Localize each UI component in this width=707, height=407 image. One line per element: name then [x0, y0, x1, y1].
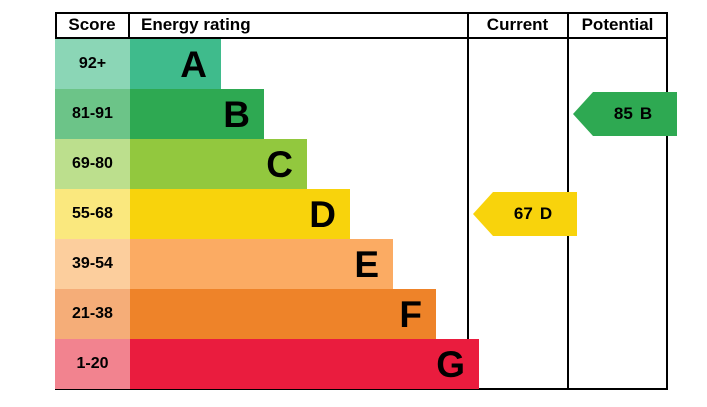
- header-energy-rating: Energy rating: [141, 14, 251, 34]
- score-range-e: 39-54: [55, 239, 130, 289]
- table-bottom-border: [55, 388, 668, 390]
- rating-bar-b: B: [130, 89, 264, 139]
- header-score: Score: [68, 14, 116, 34]
- header-left-border: [55, 12, 57, 39]
- header-current: Current: [486, 14, 549, 34]
- band-row-b: 81-91 B: [55, 89, 264, 139]
- score-range-b: 81-91: [55, 89, 130, 139]
- rating-bar-d: D: [130, 189, 350, 239]
- current-column-left-border: [467, 12, 469, 390]
- score-range-g: 1-20: [55, 339, 130, 389]
- band-letter-e: E: [354, 243, 379, 285]
- band-row-c: 69-80 C: [55, 139, 307, 189]
- table-right-border: [666, 12, 668, 390]
- table-top-border: [55, 12, 668, 14]
- rating-bar-a: A: [130, 39, 221, 89]
- score-range-d: 55-68: [55, 189, 130, 239]
- rating-bar-g: G: [130, 339, 479, 389]
- current-rating-value: 67: [513, 204, 533, 223]
- current-rating-arrow: 67 D: [473, 192, 577, 236]
- band-letter-a: A: [180, 43, 207, 85]
- band-row-a: 92+ A: [55, 39, 221, 89]
- header-bottom-border: [55, 37, 668, 39]
- potential-rating-value: 85: [613, 104, 633, 123]
- band-row-d: 55-68 D: [55, 189, 350, 239]
- score-range-c: 69-80: [55, 139, 130, 189]
- band-letter-d: D: [309, 193, 336, 235]
- header-potential: Potential: [581, 14, 654, 34]
- score-column-divider: [128, 12, 130, 39]
- rating-bar-e: E: [130, 239, 393, 289]
- rating-bar-c: C: [130, 139, 307, 189]
- current-rating-letter: D: [539, 204, 553, 223]
- score-range-f: 21-38: [55, 289, 130, 339]
- band-letter-f: F: [399, 293, 422, 335]
- rating-bar-f: F: [130, 289, 436, 339]
- band-row-f: 21-38 F: [55, 289, 436, 339]
- band-row-g: 1-20 G: [55, 339, 479, 389]
- band-letter-b: B: [223, 93, 250, 135]
- band-row-e: 39-54 E: [55, 239, 393, 289]
- potential-rating-arrow: 85 B: [573, 92, 677, 136]
- potential-rating-letter: B: [639, 104, 653, 123]
- score-range-a: 92+: [55, 39, 130, 89]
- band-letter-c: C: [266, 143, 293, 185]
- band-letter-g: G: [436, 343, 465, 385]
